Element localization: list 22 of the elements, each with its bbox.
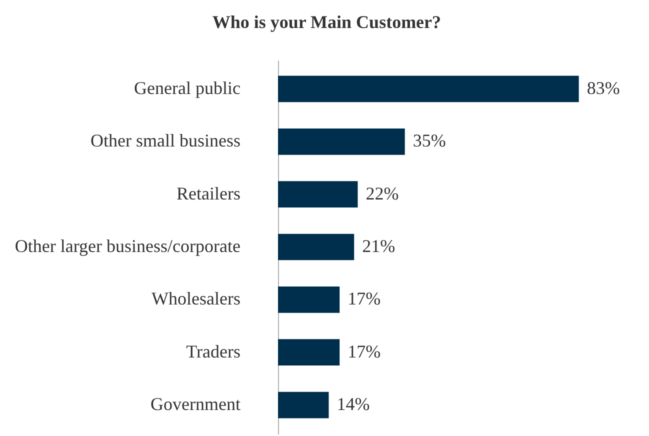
data-label: 35%	[412, 130, 446, 151]
bar	[278, 181, 358, 208]
bar	[278, 339, 340, 366]
data-label: 21%	[362, 236, 396, 256]
bar	[278, 392, 329, 418]
data-label: 14%	[336, 394, 370, 414]
data-label: 22%	[366, 183, 399, 204]
data-label: 17%	[348, 341, 381, 362]
bar	[278, 286, 340, 313]
y-tick-label: General public	[134, 78, 241, 98]
y-tick-label: Other small business	[90, 130, 240, 151]
bar	[278, 234, 354, 260]
data-label: 83%	[586, 78, 620, 98]
y-tick-label: Government	[150, 394, 240, 414]
y-tick-label: Wholesalers	[152, 288, 240, 309]
chart-title: Who is your Main Customer?	[212, 12, 442, 32]
y-tick-label: Other larger business/corporate	[14, 236, 241, 256]
data-label: 17%	[348, 288, 381, 309]
bar	[278, 128, 405, 155]
bar	[278, 76, 579, 102]
y-tick-label: Retailers	[176, 183, 240, 204]
y-tick-label: Traders	[186, 341, 240, 362]
